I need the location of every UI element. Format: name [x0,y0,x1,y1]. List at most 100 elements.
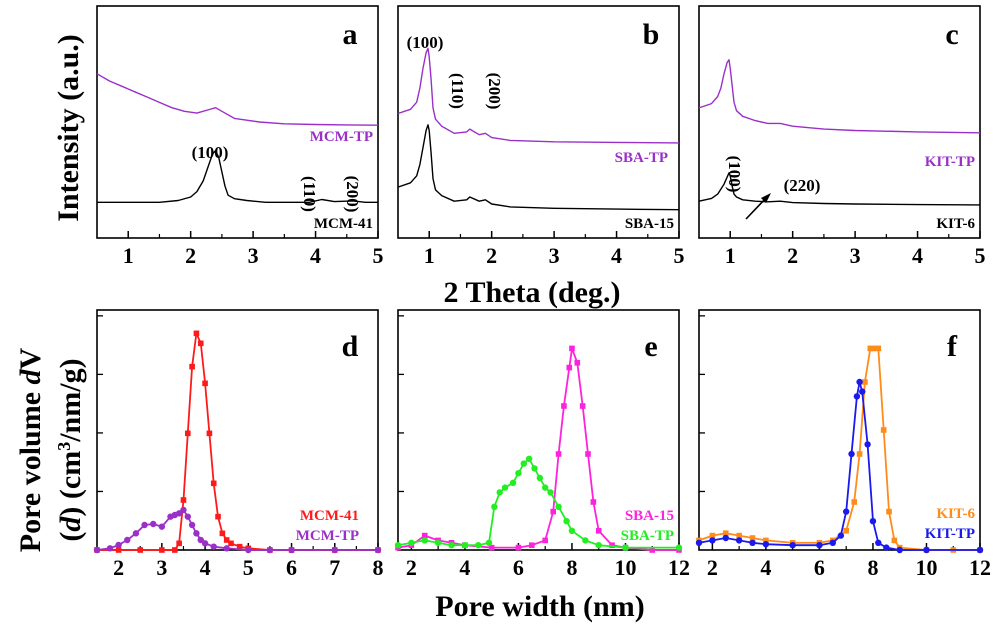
x-title-top: 2 Theta (deg.) [444,276,621,309]
data-point [709,537,716,544]
data-point [201,540,209,547]
series-line-MCM-41 [97,149,378,204]
series-label-MCM-TP: MCM-TP [310,129,373,145]
data-point [541,484,549,491]
series-label-SBA-15: SBA-15 [625,508,674,524]
data-point [622,544,629,551]
data-point [491,503,498,510]
data-point [210,543,217,550]
x-tick-label: 8 [867,555,878,580]
data-point [158,523,166,530]
peak-annotation: (200) [485,73,504,110]
data-point [862,379,868,385]
data-point [675,544,683,551]
data-point [722,530,729,536]
series-line-KIT-6 [698,172,981,206]
axes-frame [698,309,981,551]
panel-label-e: e [644,330,657,363]
data-point [93,546,101,554]
data-point [529,542,535,548]
x-tick-label: 4 [200,555,211,580]
peak-annotation: (110) [448,73,467,109]
data-point [722,534,729,542]
data-point [188,521,196,529]
data-point [461,542,469,549]
data-point [202,380,208,387]
data-point [193,530,200,537]
data-point [206,430,213,437]
data-point [106,545,114,552]
data-point [848,450,855,458]
data-point [525,455,533,462]
y-title-bottom-line1: Pore volume dV [14,347,47,552]
series-label-KIT-TP: KIT-TP [925,526,975,542]
data-point [749,535,756,541]
series-label-KIT-6: KIT-6 [936,216,975,232]
series-label-KIT-6: KIT-6 [936,506,975,522]
data-point [115,541,122,549]
data-point [501,484,509,491]
panel-a: 1 2 3 4 5 a MCM-TP MCM-41 (100) (110) (200) [96,5,384,268]
x-tick-label: 3 [248,243,259,268]
data-point [150,520,157,528]
data-point [859,388,866,395]
data-point [536,474,544,482]
x-tick-label: 2 [486,243,497,268]
data-point [193,330,200,337]
y-title-top: Intensity (a.u.) [52,34,85,222]
x-tick-label: 8 [373,555,384,580]
data-point [563,518,570,525]
data-point [197,536,204,544]
data-point [870,345,876,352]
data-point [421,537,428,544]
x-tick-label: 4 [912,243,923,268]
panel-label-f: f [947,330,958,363]
series-label-KIT-TP: KIT-TP [925,154,975,170]
data-point [172,547,178,553]
data-point [176,540,182,547]
data-point [331,546,338,554]
peak-annotation: (100) [725,156,744,193]
x-tick-label: 6 [513,555,524,580]
peak-annotation: (110) [300,176,319,212]
data-point [864,441,871,448]
panel-label-a: a [343,18,358,51]
arrow-head [761,193,771,203]
x-tick-label: 5 [243,555,254,580]
x-tick-label: 4 [310,243,321,268]
data-point [561,403,567,409]
data-point [789,542,796,549]
x-tick-label: 12 [668,555,690,580]
data-point [709,532,716,539]
data-point [421,532,428,539]
data-point [590,499,597,505]
x-tick-label: 4 [760,555,771,580]
data-point [869,518,877,525]
axes-frame [397,309,680,551]
data-point [843,528,849,534]
data-point [515,544,522,551]
axes-frame [96,5,379,239]
x-tick-label: 4 [611,243,622,268]
data-point [124,536,131,544]
data-point [595,542,602,549]
data-point [566,364,573,371]
data-point [197,340,204,347]
data-point [880,427,887,433]
x-tick-label: 2 [707,555,718,580]
series-label-SBA-15: SBA-15 [625,216,674,232]
data-point [891,537,898,544]
x-tick-label: 1 [424,243,435,268]
data-point [547,489,554,496]
series-label-MCM-TP: MCM-TP [296,528,359,544]
series-label-SBA-TP: SBA-TP [615,150,668,166]
data-point [886,508,892,515]
x-tick-label: 2 [113,555,124,580]
x-tick-label: 3 [850,243,861,268]
panel-b: 1 2 3 4 5 b SBA-TP SBA-15 (100) (110) (200) [397,5,685,268]
data-point [976,546,984,554]
data-point [896,546,903,554]
panel-label-b: b [643,18,660,51]
x-tick-label: 1 [123,243,134,268]
